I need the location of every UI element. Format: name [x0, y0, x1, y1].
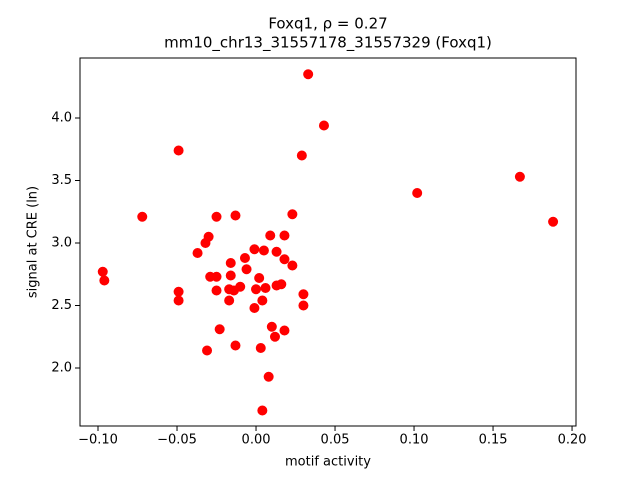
y-tick-label: 4.0: [51, 111, 72, 126]
point: [287, 209, 298, 220]
y-tick-label: 3.0: [51, 236, 72, 251]
point: [225, 270, 236, 281]
chart-subtitle: mm10_chr13_31557178_31557329 (Foxq1): [164, 34, 492, 53]
point: [296, 150, 307, 161]
point: [298, 300, 309, 311]
point: [287, 260, 298, 271]
point: [192, 248, 203, 258]
point: [211, 285, 222, 296]
point: [279, 254, 290, 265]
y-tick-label: 2.0: [51, 361, 72, 376]
point: [298, 289, 309, 300]
point: [224, 295, 235, 306]
point: [202, 345, 213, 356]
point: [211, 211, 222, 222]
point: [251, 284, 262, 295]
point: [249, 244, 260, 255]
point: [230, 210, 241, 221]
point: [254, 273, 265, 283]
point: [214, 324, 225, 335]
point: [260, 283, 271, 293]
x-axis-label: motif activity: [285, 455, 371, 470]
point: [99, 275, 110, 286]
point: [514, 171, 525, 182]
x-tick-label: 0.20: [558, 433, 587, 448]
point: [271, 246, 282, 257]
chart-title: Foxq1, ρ = 0.27: [268, 15, 387, 33]
x-tick-label: 0.10: [400, 433, 429, 448]
point: [266, 321, 277, 332]
x-tick-label: 0.00: [242, 433, 271, 448]
point: [265, 230, 276, 241]
point: [279, 325, 290, 336]
point: [257, 295, 268, 306]
plot-frame: [79, 57, 577, 427]
point: [173, 145, 184, 156]
point: [249, 303, 260, 313]
point: [173, 295, 184, 306]
point: [225, 258, 236, 268]
point: [269, 331, 280, 342]
point: [279, 230, 290, 241]
point: [239, 253, 250, 263]
y-axis-label: signal at CRE (ln): [26, 186, 41, 298]
point: [211, 271, 222, 282]
point: [200, 238, 211, 248]
point: [257, 405, 268, 416]
point: [258, 245, 269, 256]
point: [173, 286, 184, 297]
point: [137, 211, 148, 222]
point: [548, 216, 559, 227]
x-tick-label: −0.05: [157, 433, 197, 448]
point: [230, 340, 241, 351]
point: [318, 120, 329, 131]
point: [228, 285, 239, 296]
y-tick-label: 2.5: [51, 298, 72, 313]
x-tick-label: −0.10: [78, 433, 118, 448]
point: [412, 188, 423, 198]
x-tick-label: 0.05: [321, 433, 350, 448]
point: [255, 343, 266, 353]
point: [263, 371, 274, 382]
x-tick-label: 0.15: [479, 433, 508, 448]
point: [241, 264, 252, 275]
point: [276, 279, 287, 290]
point: [97, 266, 108, 277]
y-tick-label: 3.5: [51, 173, 72, 188]
point: [303, 69, 314, 80]
